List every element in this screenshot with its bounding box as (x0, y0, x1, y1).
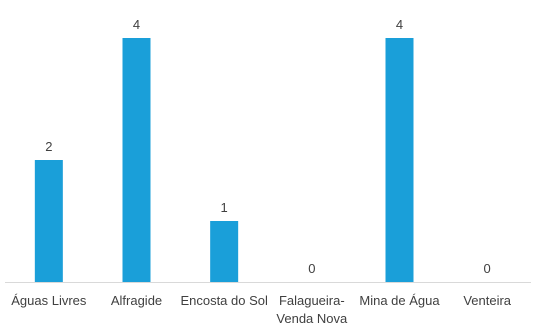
category-tick-label: Encosta do Sol (180, 293, 268, 308)
category-tick-label: Águas Livres (11, 293, 87, 308)
bar (122, 38, 151, 282)
bar-value-label: 0 (308, 261, 315, 276)
category-tick-label: Mina de Água (359, 293, 440, 308)
category-tick-label: Venteira (463, 293, 511, 308)
bar-value-label: 0 (484, 261, 491, 276)
bar-value-label: 1 (221, 200, 228, 215)
category-tick-label: Falagueira-Venda Nova (276, 293, 348, 324)
category-tick-label: Alfragide (111, 293, 162, 308)
bars-group (34, 38, 414, 282)
bar-value-label: 4 (396, 17, 403, 32)
bar-value-label: 2 (45, 139, 52, 154)
category-labels-group: Águas Livres Alfragide Encosta do Sol Falag… (11, 293, 512, 324)
value-labels-group: 2 4 1 0 4 0 (45, 17, 491, 276)
bar (210, 221, 239, 282)
bar (385, 38, 414, 282)
bar-value-label: 4 (133, 17, 140, 32)
bar (34, 160, 63, 282)
